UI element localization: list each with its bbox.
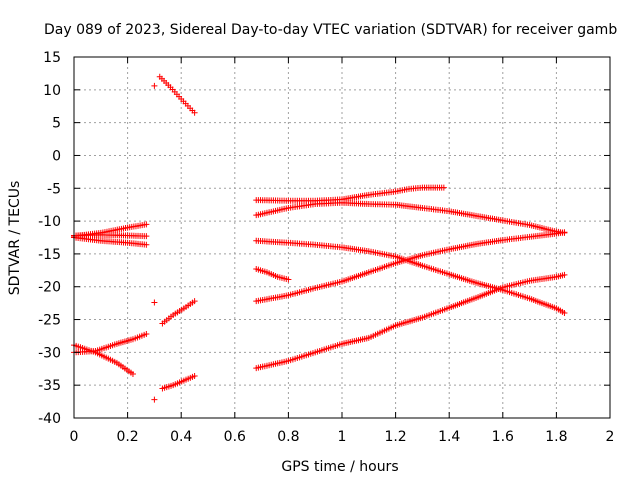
data-point [440, 184, 447, 191]
data-point [143, 241, 150, 248]
x-tick-label: 0.6 [224, 429, 246, 445]
x-axis-label: GPS time / hours [281, 459, 398, 475]
y-tick-label: -40 [38, 411, 61, 427]
series-arc-g1 [253, 237, 568, 316]
axis-ticks: 0 0.2 0.4 0.6 0.8 1 1.2 1.4 1.6 1.8 2 -40 -35 -30 -25 -… [38, 50, 614, 445]
data-point [561, 309, 568, 316]
y-tick-label: -35 [38, 378, 61, 394]
series-arc-e2 [159, 372, 198, 392]
data-point [285, 276, 292, 283]
x-tick-label: 1.4 [438, 429, 460, 445]
series-arc-h1 [253, 266, 292, 283]
y-tick-label: -5 [47, 181, 61, 197]
y-axis-label: SDTVAR / TECUs [7, 181, 23, 296]
data-point [561, 271, 568, 278]
data-point [191, 109, 198, 116]
series-arc-b2 [71, 330, 150, 356]
data-point [151, 82, 158, 89]
x-tick-label: 1.2 [384, 429, 406, 445]
y-tick-label: -25 [38, 313, 61, 329]
y-tick-label: 10 [43, 83, 61, 99]
y-tick-label: -10 [38, 214, 61, 230]
x-tick-label: 1 [338, 429, 347, 445]
x-tick-label: 1.8 [545, 429, 567, 445]
x-tick-label: 0.4 [170, 429, 192, 445]
y-tick-label: 5 [52, 116, 61, 132]
series-arc-d2 [159, 298, 198, 327]
y-tick-label: 0 [52, 148, 61, 164]
x-tick-label: 2 [606, 429, 615, 445]
data-point [151, 396, 158, 403]
x-tick-label: 0 [70, 429, 79, 445]
y-tick-label: -20 [38, 280, 61, 296]
x-tick-label: 1.6 [492, 429, 514, 445]
series-arc-d1 [151, 299, 158, 306]
x-tick-label: 0.8 [277, 429, 299, 445]
data-point [191, 298, 198, 305]
data-points [71, 73, 568, 403]
data-point [191, 372, 198, 379]
chart-title: Day 089 of 2023, Sidereal Day-to-day VTE… [44, 22, 617, 38]
data-point [143, 330, 150, 337]
data-point [143, 221, 150, 228]
data-point [143, 233, 150, 240]
y-tick-label: -15 [38, 247, 61, 263]
x-tick-label: 0.2 [116, 429, 138, 445]
data-point [561, 229, 568, 236]
series-arc-f1 [253, 184, 447, 204]
y-tick-label: -30 [38, 345, 61, 361]
series-arc-e1 [151, 396, 158, 403]
series-arc-i1 [253, 271, 568, 372]
series-arc-g2 [253, 229, 568, 305]
y-tick-label: 15 [43, 50, 61, 66]
series-arc-c1 [151, 82, 158, 89]
data-point [129, 371, 136, 378]
data-point [151, 299, 158, 306]
series-arc-c2 [156, 73, 198, 116]
